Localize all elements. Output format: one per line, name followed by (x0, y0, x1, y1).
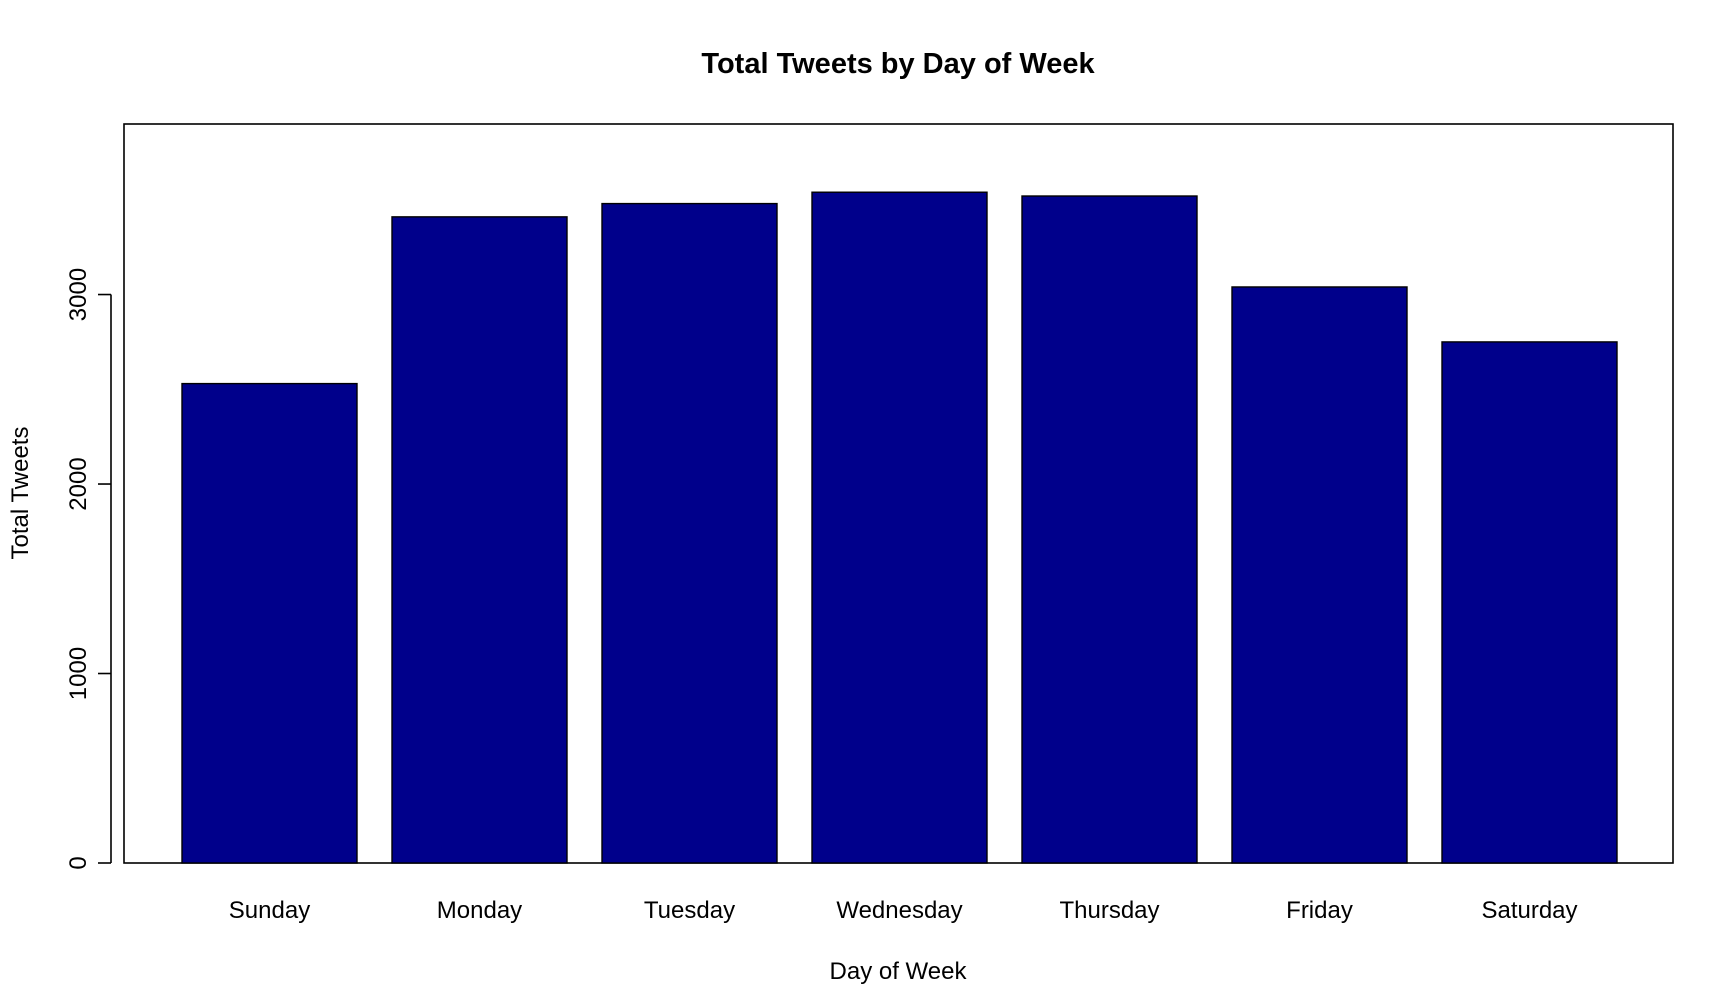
x-tick-label-saturday: Saturday (1481, 897, 1577, 924)
bar-thursday (1021, 195, 1198, 864)
x-axis-tick-labels: Sunday Monday Tuesday Wednesday Thursday Frid… (229, 897, 1578, 924)
y-axis-label: Total Tweets (7, 427, 34, 560)
x-tick-label-thursday: Thursday (1059, 897, 1159, 924)
bar-wednesday (811, 191, 988, 864)
bars-group (181, 191, 1618, 864)
x-tick-label-wednesday: Wednesday (836, 897, 962, 924)
chart-title: Total Tweets by Day of Week (701, 48, 1095, 80)
bar-sunday (181, 382, 358, 864)
x-tick-label-tuesday: Tuesday (644, 897, 735, 924)
bar-tuesday (601, 202, 778, 864)
bar-monday (391, 216, 568, 864)
x-tick-label-friday: Friday (1286, 897, 1353, 924)
y-tick-label: 3000 (65, 268, 92, 321)
bar-saturday (1441, 341, 1618, 864)
x-axis-label: Day of Week (830, 958, 968, 985)
y-axis: 0 1000 2000 3000 (65, 268, 112, 870)
y-tick-label: 1000 (65, 647, 92, 700)
bar-friday (1231, 286, 1408, 864)
y-tick-label: 2000 (65, 457, 92, 510)
y-tick-label: 0 (65, 856, 92, 869)
x-tick-label-monday: Monday (437, 897, 522, 924)
x-tick-label-sunday: Sunday (229, 897, 310, 924)
